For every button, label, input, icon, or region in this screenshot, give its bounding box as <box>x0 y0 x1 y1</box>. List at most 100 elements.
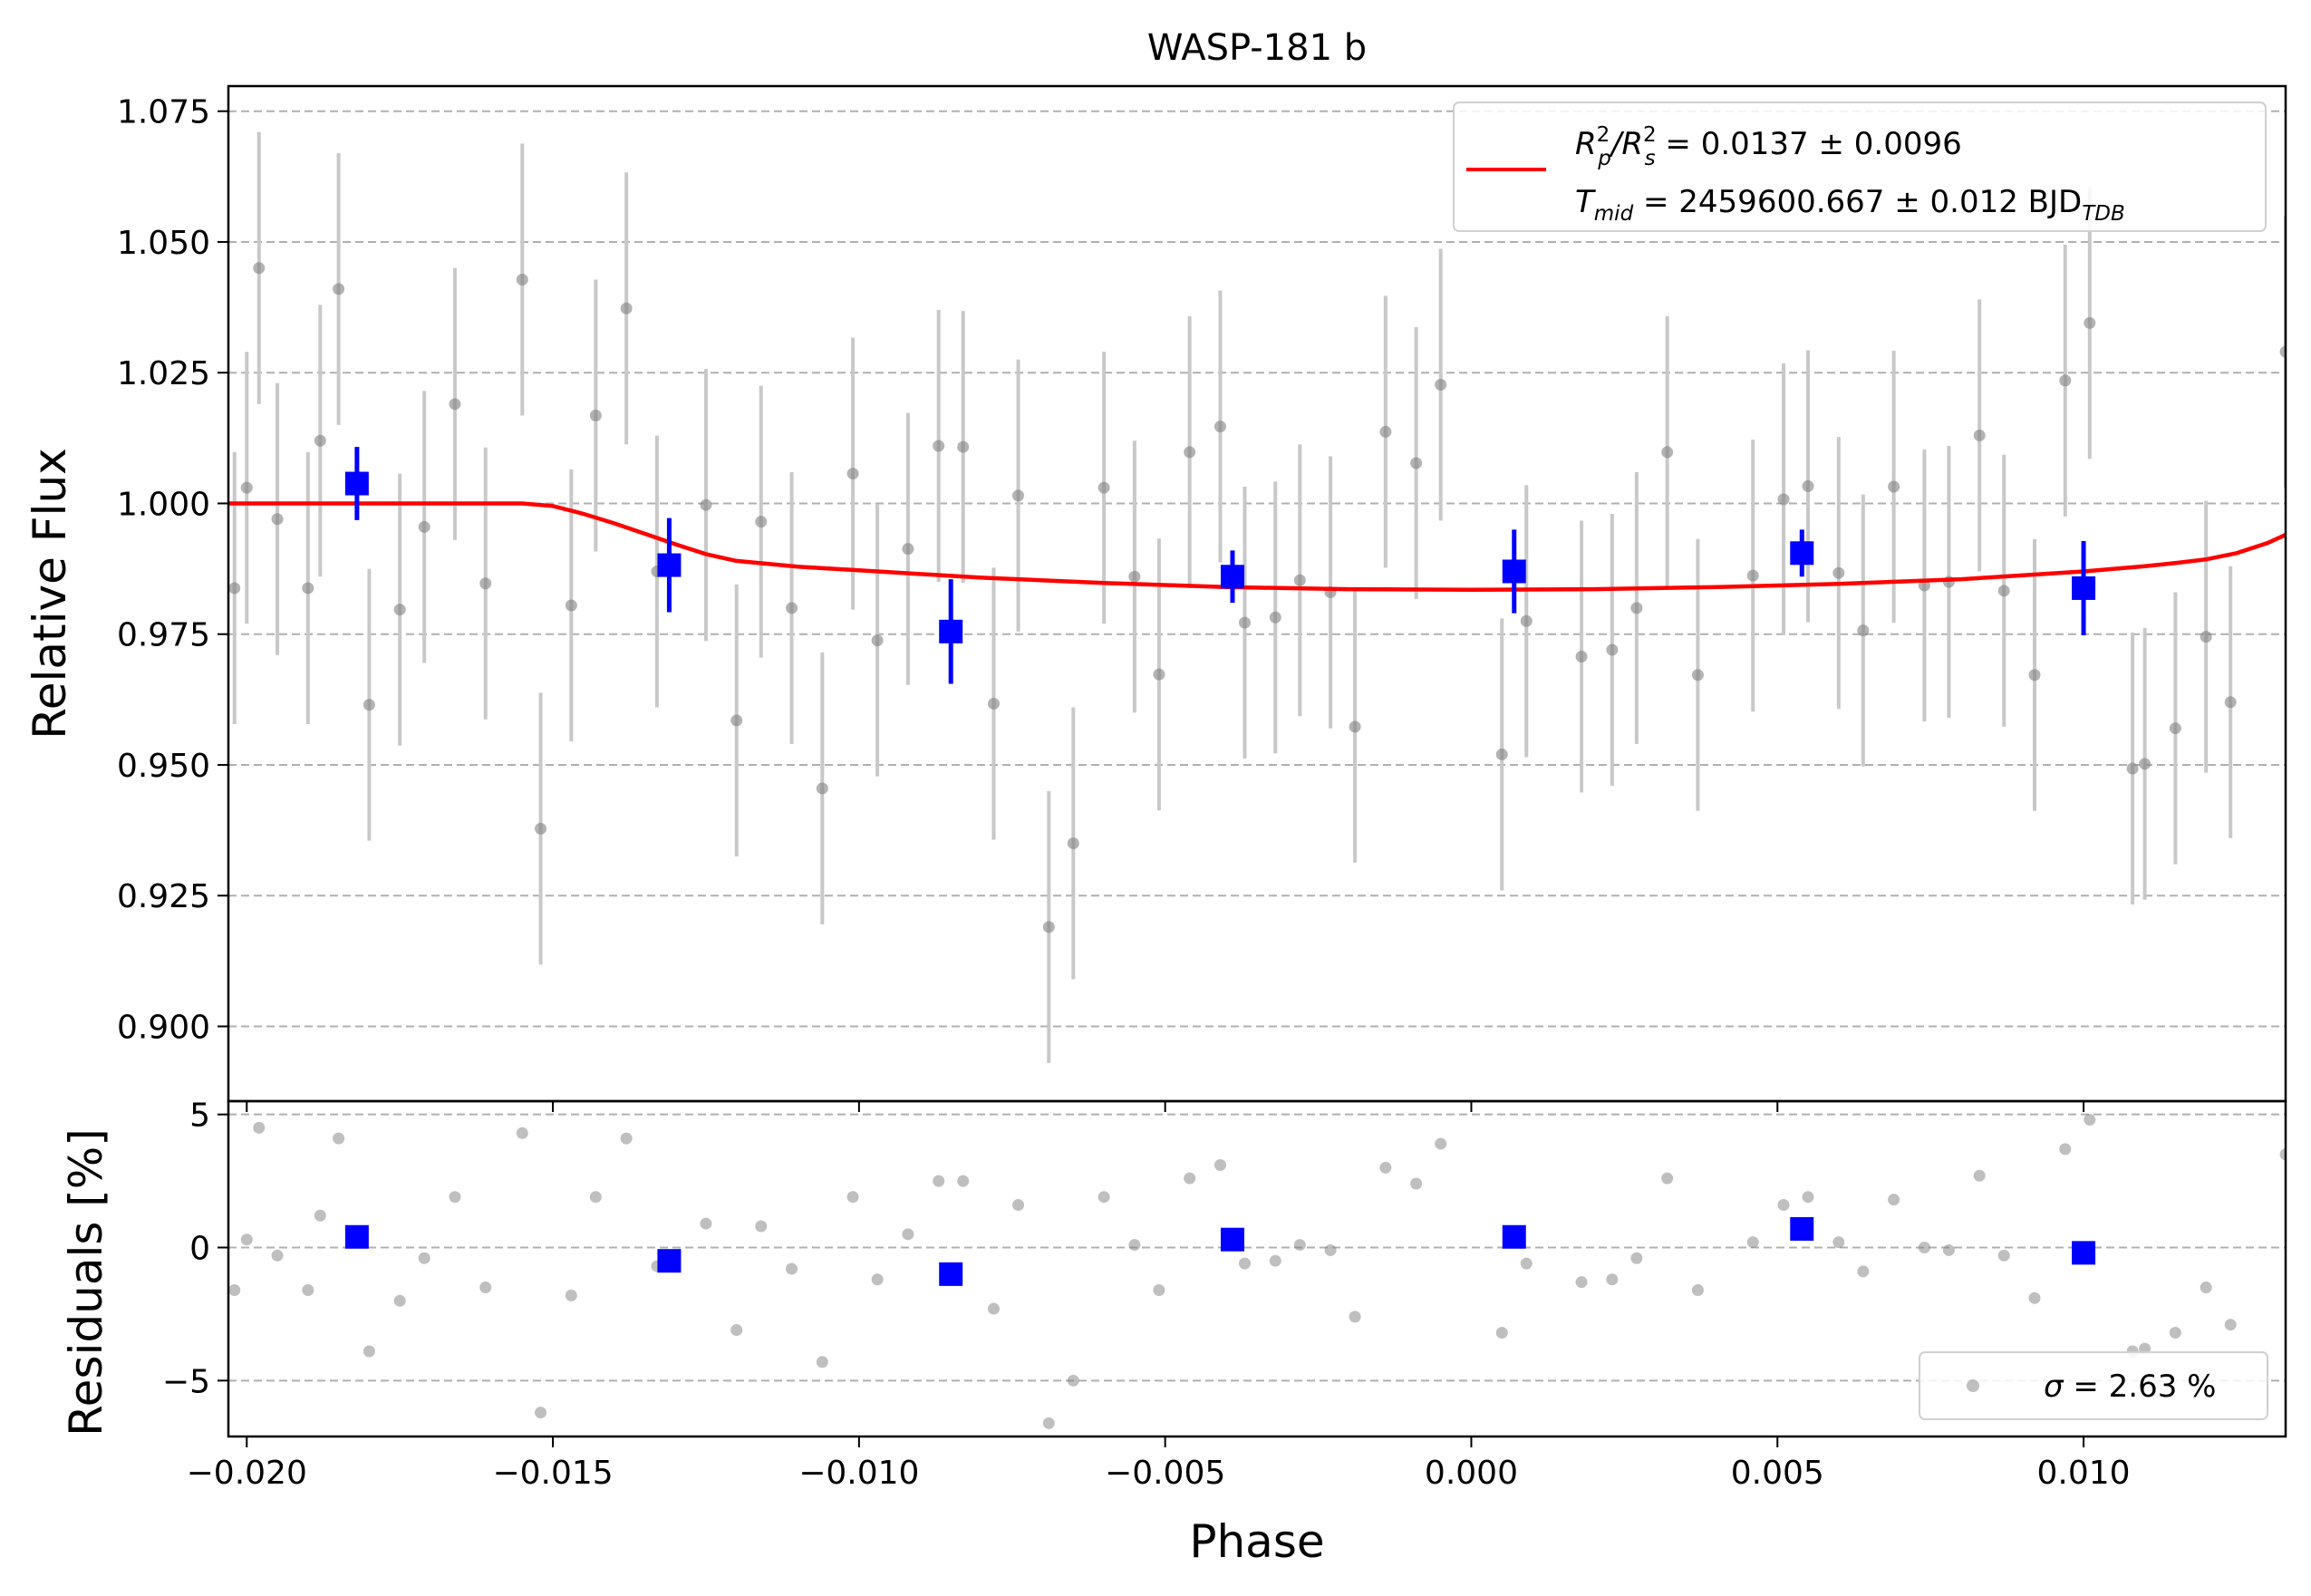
flux-point <box>516 273 528 285</box>
flux-point <box>1520 614 1533 627</box>
flux-point <box>1661 446 1674 459</box>
residual-data-points <box>228 1114 2286 1429</box>
residual-y-axis: −5 0 5 <box>162 1098 228 1400</box>
flux-point <box>1802 479 1814 492</box>
flux-point <box>1042 921 1055 933</box>
flux-point <box>1097 481 1110 494</box>
main-data-points <box>228 262 2286 933</box>
residual-point <box>1128 1239 1141 1252</box>
residual-point <box>1997 1249 2010 1262</box>
residual-point <box>2224 1319 2237 1331</box>
flux-point <box>2028 669 2041 682</box>
flux-point <box>902 543 914 556</box>
flux-point <box>786 602 798 614</box>
residual-point <box>2279 1148 2286 1161</box>
residual-point <box>1575 1276 1588 1289</box>
flux-point <box>1746 569 1759 582</box>
flux-point <box>253 262 266 275</box>
residual-point <box>1606 1273 1619 1286</box>
flux-point <box>314 434 326 447</box>
binned-residual-point <box>1220 1227 1244 1252</box>
main-y-axis-label: Relative Flux <box>24 448 76 739</box>
flux-point <box>240 481 253 494</box>
residual-point <box>240 1233 253 1246</box>
binned-residual-point <box>657 1249 682 1273</box>
x-tick-label: 0.005 <box>1731 1455 1824 1492</box>
residual-point <box>449 1191 461 1204</box>
flux-point <box>1606 643 1619 656</box>
flux-point <box>535 822 547 835</box>
residual-point <box>253 1121 266 1134</box>
main-y-tick-label: 0.900 <box>117 1009 210 1046</box>
main-binned-points <box>344 447 2096 684</box>
residual-binned-points <box>344 1216 2096 1286</box>
residual-point <box>314 1209 326 1222</box>
residual-point <box>418 1252 430 1264</box>
flux-point <box>2126 762 2139 775</box>
residual-point <box>302 1283 314 1296</box>
residual-point <box>1214 1158 1226 1171</box>
residual-point <box>933 1175 945 1187</box>
residual-point <box>1184 1172 1196 1185</box>
main-legend-box <box>1453 102 2267 232</box>
residual-point <box>1630 1252 1643 1264</box>
flux-point <box>846 468 859 480</box>
main-y-tick-label: 1.000 <box>117 486 210 523</box>
flux-point <box>302 582 314 595</box>
flux-point <box>363 699 375 711</box>
flux-point <box>228 582 241 595</box>
main-y-tick-label: 0.975 <box>117 617 210 654</box>
flux-point <box>730 714 743 727</box>
flux-point <box>1153 668 1165 681</box>
flux-point <box>1575 651 1588 663</box>
legend-sigma: σ = 2.63 % <box>2044 1369 2216 1405</box>
flux-point <box>393 604 406 616</box>
flux-point <box>2139 758 2151 770</box>
residual-point <box>2169 1326 2181 1339</box>
main-gridlines <box>228 110 2286 1028</box>
residual-point <box>1746 1236 1759 1249</box>
flux-point <box>1214 421 1226 433</box>
flux-point <box>2224 696 2237 709</box>
residual-point <box>2200 1282 2212 1294</box>
binned-point <box>2072 576 2096 600</box>
x-tick-label: −0.020 <box>187 1455 307 1492</box>
flux-point <box>1832 566 1845 579</box>
main-y-tick-label: 0.925 <box>117 878 210 915</box>
residual-point <box>516 1127 528 1139</box>
residual-point <box>535 1407 547 1419</box>
flux-point <box>933 440 945 452</box>
x-tick-label: −0.010 <box>798 1455 919 1492</box>
residual-point <box>1857 1265 1870 1278</box>
flux-point <box>871 634 884 647</box>
residual-point <box>1520 1257 1533 1270</box>
flux-point <box>700 498 712 511</box>
residual-point <box>1153 1283 1165 1296</box>
flux-point <box>1184 446 1196 459</box>
residual-point <box>479 1282 492 1294</box>
residual-y-tick-label: 5 <box>189 1098 210 1135</box>
residual-gridlines <box>228 1113 2286 1382</box>
flux-point <box>1777 493 1790 506</box>
main-legend: R2 p/R2 s = 0.0137 ± 0.0096 Tmid = 2459600… <box>1453 102 2267 232</box>
flux-point <box>1857 624 1870 637</box>
residual-point <box>700 1217 712 1230</box>
chart-title: WASP-181 b <box>1147 27 1367 69</box>
flux-point <box>987 697 1000 710</box>
flux-point <box>1012 489 1025 502</box>
flux-point <box>2084 316 2096 329</box>
legend-residual-marker <box>1967 1379 1979 1392</box>
residual-point <box>393 1294 406 1307</box>
binned-point <box>939 619 963 643</box>
residual-point <box>1918 1242 1930 1254</box>
flux-point <box>1128 570 1141 583</box>
main-plot-frame <box>227 84 2287 1103</box>
flux-point <box>1238 616 1251 629</box>
flux-point <box>479 577 492 590</box>
model-line <box>228 501 2286 592</box>
flux-point <box>620 302 633 314</box>
residual-point <box>987 1302 1000 1315</box>
residual-point <box>2084 1114 2096 1127</box>
flux-point <box>1691 669 1704 682</box>
flux-point <box>1067 837 1079 850</box>
